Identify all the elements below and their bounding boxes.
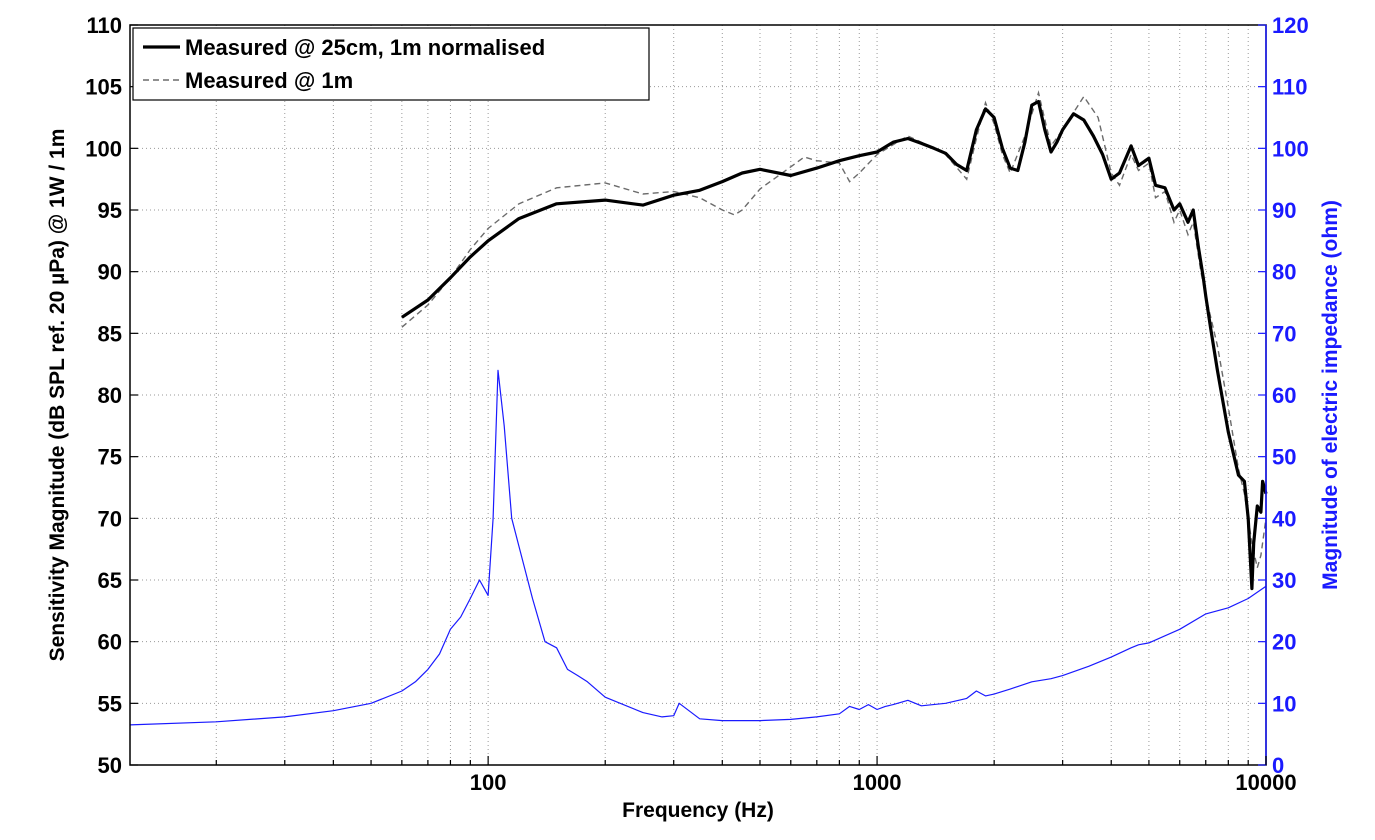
y2-tick-label: 20: [1272, 630, 1296, 655]
legend-label-1: Measured @ 1m: [185, 68, 353, 93]
y2-tick-label: 70: [1272, 321, 1296, 346]
y-tick-label: 105: [85, 75, 122, 100]
y-tick-label: 95: [98, 198, 122, 223]
y-tick-label: 70: [98, 506, 122, 531]
y-tick-label: 65: [98, 568, 122, 593]
y-tick-label: 85: [98, 321, 122, 346]
y-axis-label: Sensitivity Magnitude (dB SPL ref. 20 µP…: [46, 129, 69, 662]
y2-tick-label: 40: [1272, 506, 1296, 531]
y-tick-label: 90: [98, 260, 122, 285]
y-tick-label: 75: [98, 445, 122, 470]
y2-tick-label: 60: [1272, 383, 1296, 408]
x-tick-label: 10000: [1235, 770, 1296, 795]
x-tick-label: 1000: [853, 770, 902, 795]
y-tick-label: 110: [87, 13, 123, 38]
y2-tick-label: 0: [1272, 753, 1284, 778]
x-axis: 100 1000 10000: [215, 756, 1297, 795]
y-tick-label: 100: [85, 136, 122, 161]
y-tick-label: 55: [98, 691, 122, 716]
x-axis-label: Frequency (Hz): [622, 799, 774, 822]
y-tick-label: 60: [98, 630, 122, 655]
y2-tick-label: 10: [1272, 691, 1296, 716]
y2-axis-label: Magnitude of electric impedance (ohm): [1319, 200, 1342, 590]
y2-tick-label: 50: [1272, 445, 1296, 470]
y2-tick-label: 100: [1272, 136, 1309, 161]
y2-tick-label: 110: [1272, 75, 1308, 100]
legend: Measured @ 25cm, 1m normalised Measured @…: [132, 27, 650, 101]
series-line-2: [129, 369, 1267, 726]
y2-tick-label: 120: [1272, 13, 1309, 38]
y2-tick-label: 90: [1272, 198, 1296, 223]
x-tick-label: 100: [470, 770, 507, 795]
legend-label-0: Measured @ 25cm, 1m normalised: [185, 35, 545, 60]
y-axis-right: 0 10 20 30 40 50 60 70 80 90 100 110 120: [1258, 13, 1309, 778]
y-tick-label: 50: [98, 753, 122, 778]
series-group: [129, 90, 1268, 726]
y2-tick-label: 30: [1272, 568, 1296, 593]
legend-box: [132, 27, 650, 101]
y-tick-label: 80: [98, 383, 122, 408]
y2-tick-label: 80: [1272, 260, 1296, 285]
grid: [130, 25, 1266, 765]
series-line-0: [401, 99, 1268, 591]
y-axis-left: 50 55 60 65 70 75 80 85 90 95 100 105 110: [85, 13, 138, 778]
